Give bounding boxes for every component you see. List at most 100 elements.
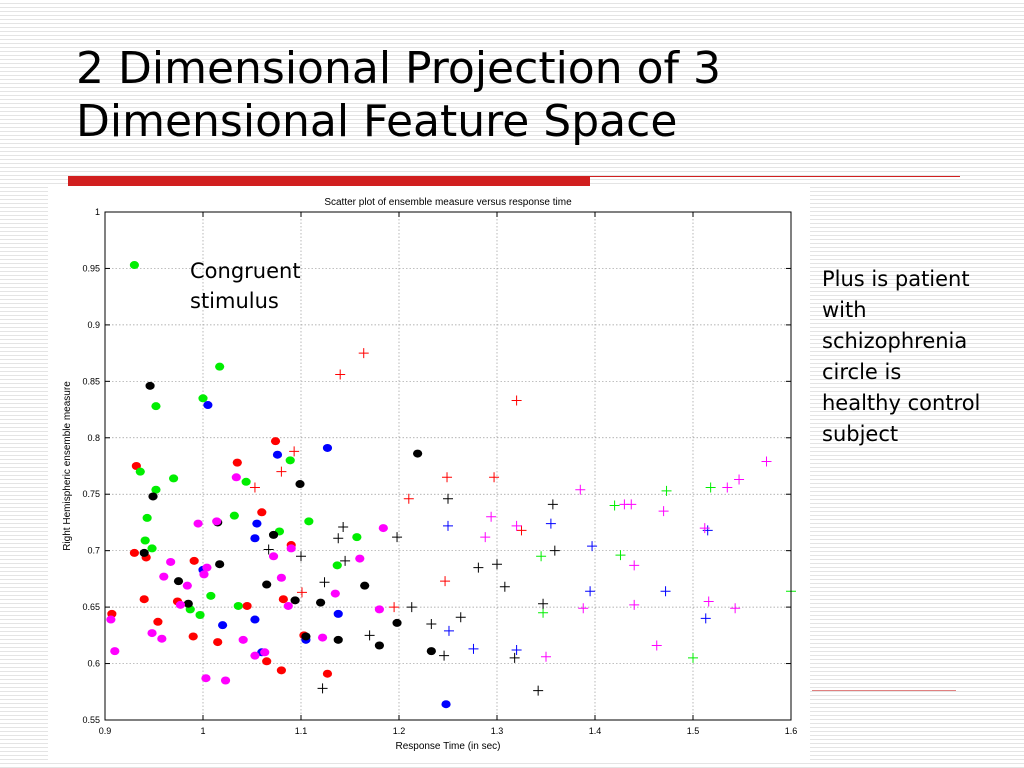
data-point-plus: [443, 625, 454, 636]
data-point-circle: [231, 473, 241, 482]
y-tick-label: 0.9: [87, 320, 100, 330]
data-point-circle: [233, 601, 243, 610]
data-point-plus: [626, 499, 637, 510]
data-point-plus: [358, 348, 369, 359]
data-point-plus: [319, 577, 330, 588]
slide-title: 2 Dimensional Projection of 3 Dimensiona…: [76, 43, 721, 147]
y-tick-label: 0.95: [82, 263, 100, 273]
y-tick-label: 0.6: [87, 659, 100, 669]
data-point-plus: [263, 544, 274, 555]
data-point-circle: [322, 443, 333, 452]
data-point-circle: [441, 700, 451, 709]
data-point-plus: [333, 533, 344, 544]
data-point-plus: [578, 603, 589, 614]
axis-ticks: 0.9 1 1.1 1.2 1.3 1.4 1.5 1.6 0.55 0.6 0.65 0.7 0.75…: [82, 207, 797, 736]
data-point-plus: [536, 551, 547, 562]
data-point-circle: [212, 517, 222, 526]
data-point-circle: [232, 458, 242, 467]
data-point-plus: [426, 619, 437, 630]
data-point-circle: [142, 513, 152, 522]
data-point-circle: [316, 598, 326, 607]
data-point-circle: [374, 605, 384, 614]
y-tick-label: 0.65: [82, 602, 100, 612]
x-tick-label: 1.5: [687, 726, 700, 736]
data-point-circle: [139, 548, 149, 557]
data-point-circle: [193, 519, 203, 528]
data-point-circle: [203, 401, 213, 410]
data-point-plus: [587, 541, 598, 552]
data-point-plus: [364, 630, 375, 641]
data-point-circle: [238, 635, 248, 644]
data-point-plus: [660, 586, 671, 597]
data-point-circle: [135, 467, 145, 476]
data-point-plus: [335, 369, 346, 380]
data-point-circle: [286, 544, 296, 553]
data-points: [106, 261, 796, 709]
data-point-plus: [249, 482, 260, 493]
data-point-circle: [322, 669, 333, 678]
y-tick-label: 0.75: [82, 489, 100, 499]
data-point-plus: [541, 651, 551, 662]
data-point-circle: [250, 651, 260, 660]
y-tick-label: 0.8: [87, 433, 100, 443]
data-point-circle: [241, 477, 251, 486]
data-point-circle: [159, 572, 169, 581]
data-point-plus: [629, 560, 640, 571]
data-point-circle: [278, 595, 288, 604]
data-point-circle: [151, 402, 161, 411]
data-point-circle: [295, 480, 305, 489]
legend-note: Plus is patient with schizophrenia circl…: [822, 267, 981, 446]
data-point-circle: [355, 554, 365, 563]
data-point-plus: [651, 640, 662, 651]
data-point-plus: [615, 550, 626, 561]
data-point-plus: [705, 482, 716, 493]
data-point-circle: [153, 617, 163, 626]
data-point-circle: [215, 362, 225, 371]
data-point-plus: [289, 446, 300, 457]
data-point-circle: [198, 394, 208, 403]
data-point-plus: [661, 485, 672, 496]
data-point-plus: [443, 493, 453, 504]
data-point-circle: [304, 517, 314, 526]
data-point-plus: [389, 602, 400, 613]
data-point-plus: [338, 521, 349, 532]
data-point-circle: [183, 599, 193, 608]
x-tick-label: 0.9: [99, 726, 112, 736]
data-point-plus: [455, 612, 466, 623]
data-point-plus: [511, 395, 522, 406]
data-point-plus: [761, 456, 772, 467]
data-point-plus: [722, 482, 733, 493]
data-point-circle: [242, 601, 252, 610]
title-accent-line: [590, 176, 960, 177]
data-point-circle: [195, 611, 205, 620]
data-point-circle: [188, 632, 198, 641]
plot-frame: [104, 211, 792, 721]
data-point-circle: [175, 600, 186, 609]
data-point-circle: [220, 676, 231, 685]
data-point-circle: [229, 511, 239, 520]
y-tick-label: 0.85: [82, 376, 100, 386]
scatter-chart: 0.9 1 1.1 1.2 1.3 1.4 1.5 1.6 0.55 0.6 0.65 0.7 0.75…: [62, 197, 797, 752]
data-point-plus: [439, 650, 450, 661]
data-point-plus: [406, 602, 417, 613]
data-point-circle: [182, 581, 192, 590]
y-tick-label: 1: [95, 207, 100, 217]
data-point-plus: [468, 643, 479, 654]
data-point-plus: [575, 484, 586, 495]
data-point-circle: [352, 533, 362, 542]
data-point-circle: [333, 635, 343, 644]
data-point-circle: [201, 674, 211, 683]
data-point-circle: [374, 641, 384, 650]
data-point-circle: [147, 544, 157, 553]
data-point-plus: [688, 652, 698, 663]
data-point-circle: [270, 437, 281, 446]
data-point-circle: [272, 450, 283, 459]
chart-annotation-congruent: Congruent stimulus: [190, 259, 301, 313]
data-point-circle: [250, 534, 260, 543]
data-point-circle: [148, 492, 158, 501]
data-point-plus: [489, 472, 500, 483]
data-point-circle: [213, 638, 223, 647]
data-point-circle: [260, 648, 270, 657]
x-tick-label: 1.2: [393, 726, 406, 736]
data-point-circle: [276, 573, 286, 582]
